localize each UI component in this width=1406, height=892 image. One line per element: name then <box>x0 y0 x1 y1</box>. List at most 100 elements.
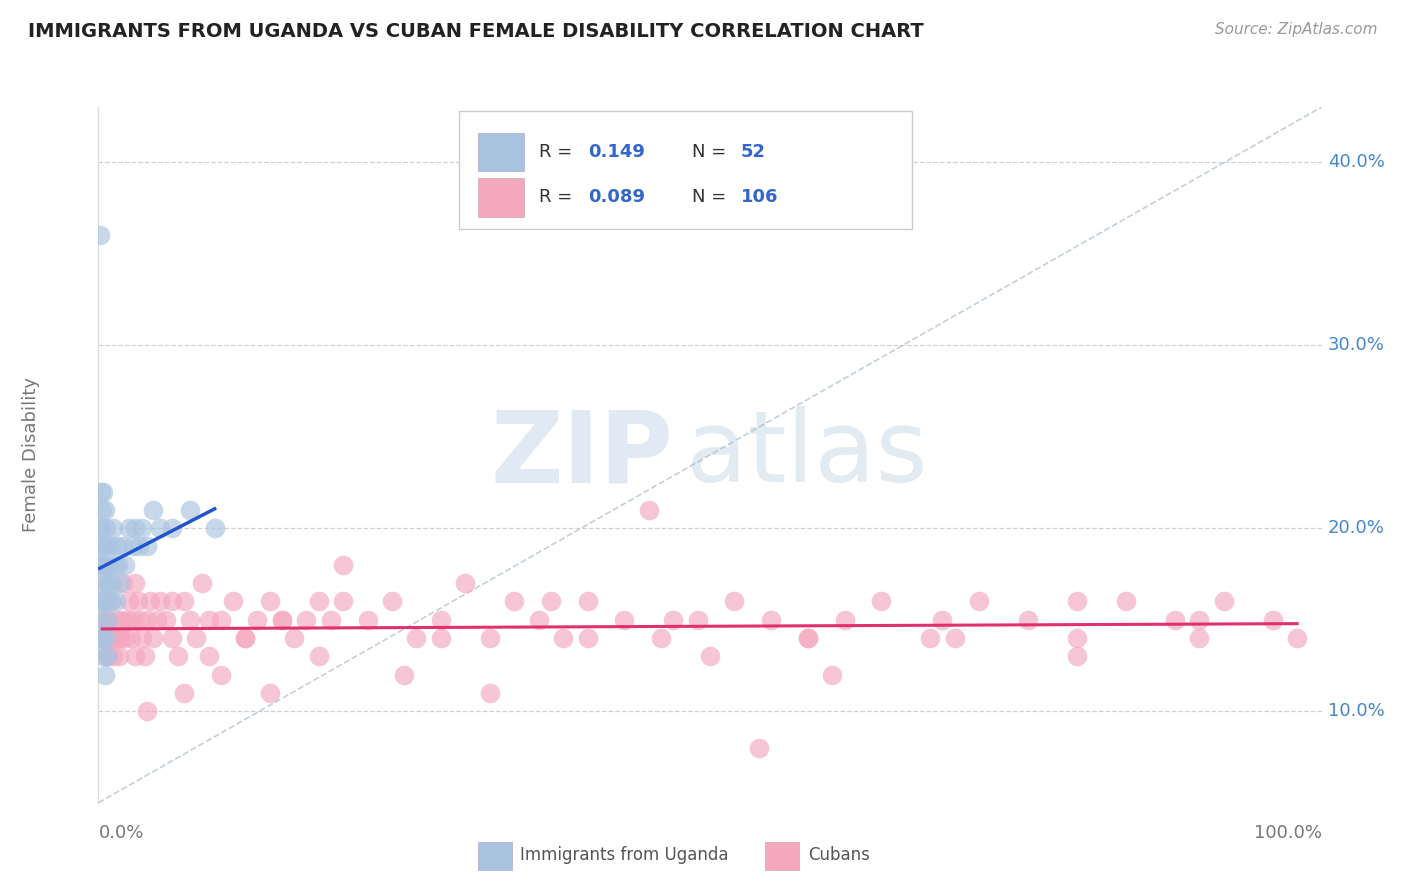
Point <box>107 631 129 645</box>
Point <box>93 558 115 572</box>
Point <box>118 594 141 608</box>
Point <box>114 558 136 572</box>
Point <box>90 558 112 572</box>
Point <box>94 649 117 664</box>
Point <box>1188 631 1211 645</box>
Point <box>699 649 721 664</box>
Text: 10.0%: 10.0% <box>1327 702 1385 720</box>
Text: Cubans: Cubans <box>808 846 870 864</box>
Point <box>136 540 159 554</box>
Point <box>308 649 330 664</box>
Point <box>89 558 111 572</box>
Point <box>761 613 783 627</box>
Point <box>332 558 354 572</box>
Text: atlas: atlas <box>686 407 927 503</box>
Point <box>131 521 153 535</box>
Point <box>136 704 159 718</box>
FancyBboxPatch shape <box>478 842 512 871</box>
Point <box>90 484 112 499</box>
Point <box>107 558 129 572</box>
Point <box>553 631 575 645</box>
Point <box>540 594 562 608</box>
Point <box>797 631 820 645</box>
Text: 30.0%: 30.0% <box>1327 336 1385 354</box>
Point <box>931 613 953 627</box>
Point <box>650 631 672 645</box>
Point <box>94 521 117 535</box>
Point <box>96 540 118 554</box>
Point <box>332 594 354 608</box>
Point <box>723 594 745 608</box>
Text: 0.089: 0.089 <box>588 188 645 206</box>
Point <box>121 540 143 554</box>
Point <box>392 667 416 681</box>
Point <box>209 667 232 681</box>
Point <box>173 594 195 608</box>
Point <box>283 631 305 645</box>
Point <box>101 576 124 591</box>
Point <box>90 521 112 535</box>
Point <box>454 576 477 591</box>
Point <box>870 594 893 608</box>
Point <box>197 613 219 627</box>
Point <box>101 631 124 645</box>
Point <box>160 631 183 645</box>
Point <box>91 613 114 627</box>
Point <box>96 631 118 645</box>
Point <box>121 613 143 627</box>
Point <box>118 521 141 535</box>
Point <box>943 631 966 645</box>
Point <box>136 613 159 627</box>
Text: 52: 52 <box>741 144 766 161</box>
Point <box>142 503 165 517</box>
Text: 100.0%: 100.0% <box>1254 823 1322 842</box>
Point <box>91 631 114 645</box>
Point <box>124 649 146 664</box>
Point <box>100 540 122 554</box>
Text: Immigrants from Uganda: Immigrants from Uganda <box>520 846 728 864</box>
Point <box>124 521 146 535</box>
Text: Source: ZipAtlas.com: Source: ZipAtlas.com <box>1215 22 1378 37</box>
Point <box>103 631 125 645</box>
Text: N =: N = <box>692 144 731 161</box>
Point <box>1261 613 1284 627</box>
Point <box>748 740 770 755</box>
Point <box>105 613 128 627</box>
Point <box>167 649 190 664</box>
Point <box>94 576 117 591</box>
Point <box>91 484 114 499</box>
Point <box>104 594 127 608</box>
Point <box>270 613 294 627</box>
Text: 20.0%: 20.0% <box>1327 519 1385 537</box>
Point <box>94 631 117 645</box>
Point <box>131 631 153 645</box>
Point <box>576 631 599 645</box>
Point <box>430 613 453 627</box>
Point <box>89 521 111 535</box>
Point <box>114 631 136 645</box>
Point <box>91 503 114 517</box>
Text: IMMIGRANTS FROM UGANDA VS CUBAN FEMALE DISABILITY CORRELATION CHART: IMMIGRANTS FROM UGANDA VS CUBAN FEMALE D… <box>28 22 924 41</box>
Point <box>191 576 214 591</box>
Point <box>139 594 162 608</box>
Point <box>91 649 114 664</box>
Point <box>233 631 256 645</box>
Point <box>356 613 378 627</box>
Point <box>124 576 146 591</box>
Text: ZIP: ZIP <box>491 407 673 503</box>
Point <box>149 594 172 608</box>
Point <box>1212 594 1234 608</box>
Point <box>91 540 114 554</box>
Point <box>90 594 112 608</box>
Point <box>111 576 134 591</box>
Point <box>97 613 120 627</box>
Point <box>129 613 152 627</box>
Point <box>97 649 120 664</box>
Point <box>1286 631 1309 645</box>
Text: 0.0%: 0.0% <box>98 823 143 842</box>
Point <box>381 594 404 608</box>
Point <box>91 594 114 608</box>
Point <box>662 613 685 627</box>
Point <box>127 594 149 608</box>
Text: 40.0%: 40.0% <box>1327 153 1385 171</box>
